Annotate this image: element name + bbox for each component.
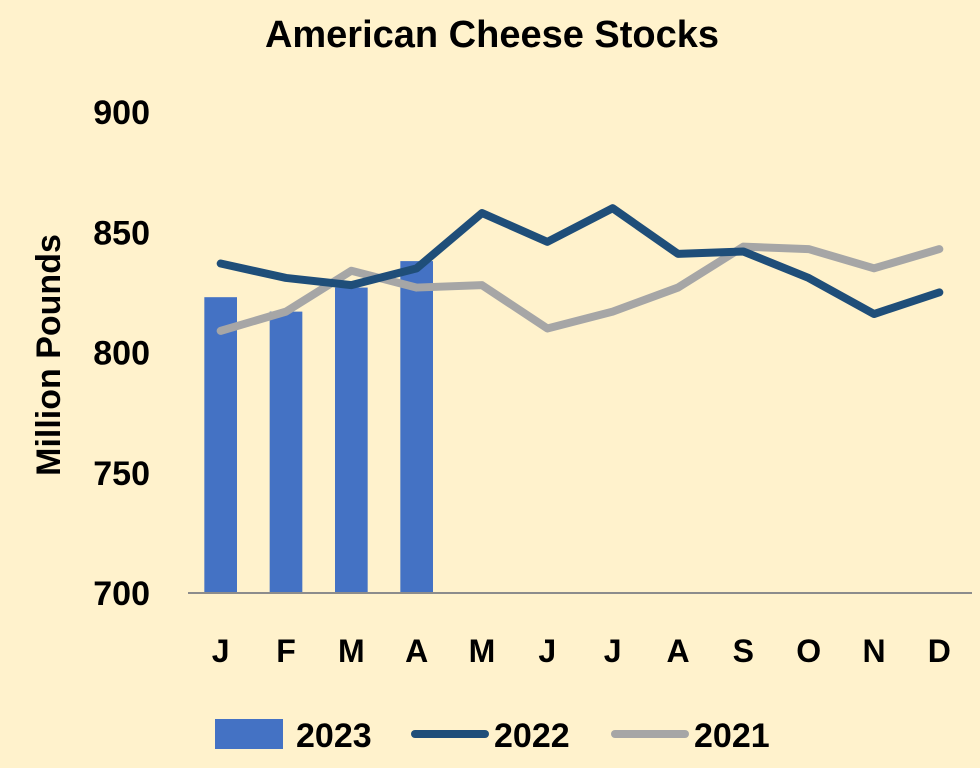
x-tick-label: A	[405, 633, 428, 669]
x-tick-label: F	[276, 633, 296, 669]
y-axis-label: Million Pounds	[30, 234, 68, 476]
x-tick-label: J	[212, 633, 230, 669]
y-tick-label: 850	[93, 214, 150, 252]
x-tick-label: N	[862, 633, 885, 669]
legend: 2023 2022 2021	[215, 717, 770, 755]
x-tick-label: A	[666, 633, 689, 669]
line-series-group	[216, 204, 944, 335]
legend-swatch-2023	[215, 719, 283, 749]
legend-label-2021: 2021	[694, 717, 770, 755]
chart-title: American Cheese Stocks	[265, 14, 719, 56]
x-tick-label: D	[928, 633, 951, 669]
x-tick-label: O	[796, 633, 821, 669]
x-tick-label: M	[338, 633, 365, 669]
y-tick-labels: 700 750 800 850 900	[93, 94, 150, 613]
line-series-2021	[216, 242, 944, 335]
bar-series-group	[204, 261, 433, 593]
x-tick-label: J	[538, 633, 556, 669]
bar-2023-0	[204, 297, 237, 593]
y-tick-label: 750	[93, 455, 150, 493]
x-tick-label: M	[469, 633, 496, 669]
bar-2023-1	[269, 311, 303, 593]
y-tick-label: 900	[93, 94, 150, 132]
bar-2023-3	[400, 261, 433, 593]
legend-label-2023: 2023	[296, 717, 372, 755]
y-tick-label: 800	[93, 335, 150, 373]
line-series-2022	[216, 204, 944, 319]
x-tick-label: J	[604, 633, 622, 669]
x-tick-label: S	[733, 633, 754, 669]
legend-label-2022: 2022	[494, 717, 570, 755]
y-tick-label: 700	[93, 575, 150, 613]
bar-2023-2	[335, 287, 368, 593]
